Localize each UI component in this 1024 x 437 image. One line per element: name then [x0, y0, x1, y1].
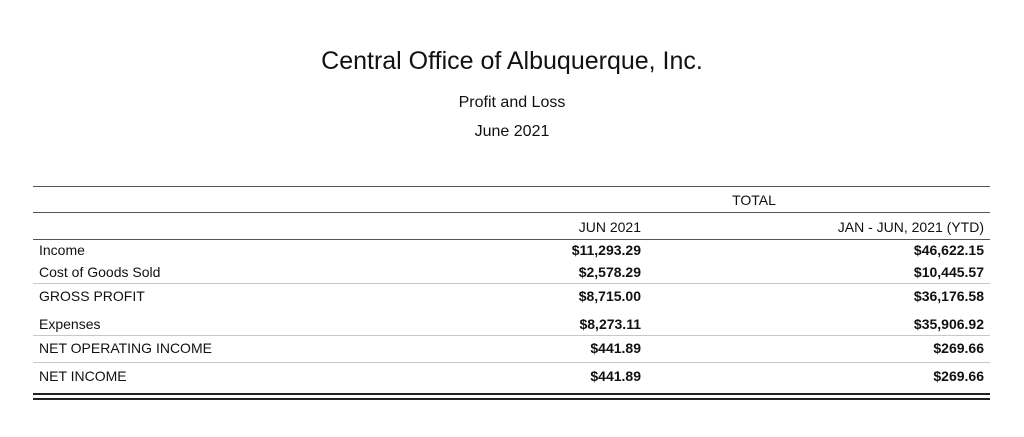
row-label-net-income: NET INCOME: [39, 368, 127, 384]
row-label-income: Income: [39, 242, 85, 258]
column-header-rule: [33, 239, 990, 240]
net-income-rule: [33, 362, 990, 363]
row-label-cogs: Cost of Goods Sold: [39, 264, 161, 280]
report-title: Profit and Loss: [458, 94, 566, 111]
row-label-expenses: Expenses: [39, 316, 101, 332]
table-bottom-double-rule-top: [33, 393, 990, 395]
company-name: Central Office of Albuquerque, Inc.: [321, 47, 703, 75]
row-label-gross-profit: GROSS PROFIT: [39, 288, 145, 304]
row-value-expenses-ytd: $35,906.92: [913, 316, 984, 332]
row-value-net-income-jun: $441.89: [590, 368, 641, 384]
column-header-ytd: JAN - JUN, 2021 (YTD): [837, 219, 984, 235]
group-header-rule: [33, 212, 990, 213]
row-value-gross-profit-jun: $8,715.00: [578, 288, 641, 304]
row-value-net-operating-income-jun: $441.89: [590, 340, 641, 356]
gross-profit-rule: [33, 283, 990, 284]
column-header-jun: JUN 2021: [578, 219, 641, 235]
net-operating-income-rule: [33, 335, 990, 336]
row-value-income-jun: $11,293.29: [571, 242, 641, 258]
row-value-cogs-ytd: $10,445.57: [913, 264, 984, 280]
row-value-net-income-ytd: $269.66: [933, 368, 984, 384]
row-value-net-operating-income-ytd: $269.66: [933, 340, 984, 356]
table-bottom-double-rule-bottom: [33, 398, 990, 400]
report-period: June 2021: [474, 123, 550, 140]
table-top-rule: [33, 186, 990, 187]
total-group-header: TOTAL: [732, 192, 776, 208]
row-value-expenses-jun: $8,273.11: [579, 316, 641, 332]
row-value-cogs-jun: $2,578.29: [578, 264, 641, 280]
row-value-gross-profit-ytd: $36,176.58: [913, 288, 984, 304]
row-label-net-operating-income: NET OPERATING INCOME: [39, 340, 212, 356]
row-value-income-ytd: $46,622.15: [913, 242, 984, 258]
